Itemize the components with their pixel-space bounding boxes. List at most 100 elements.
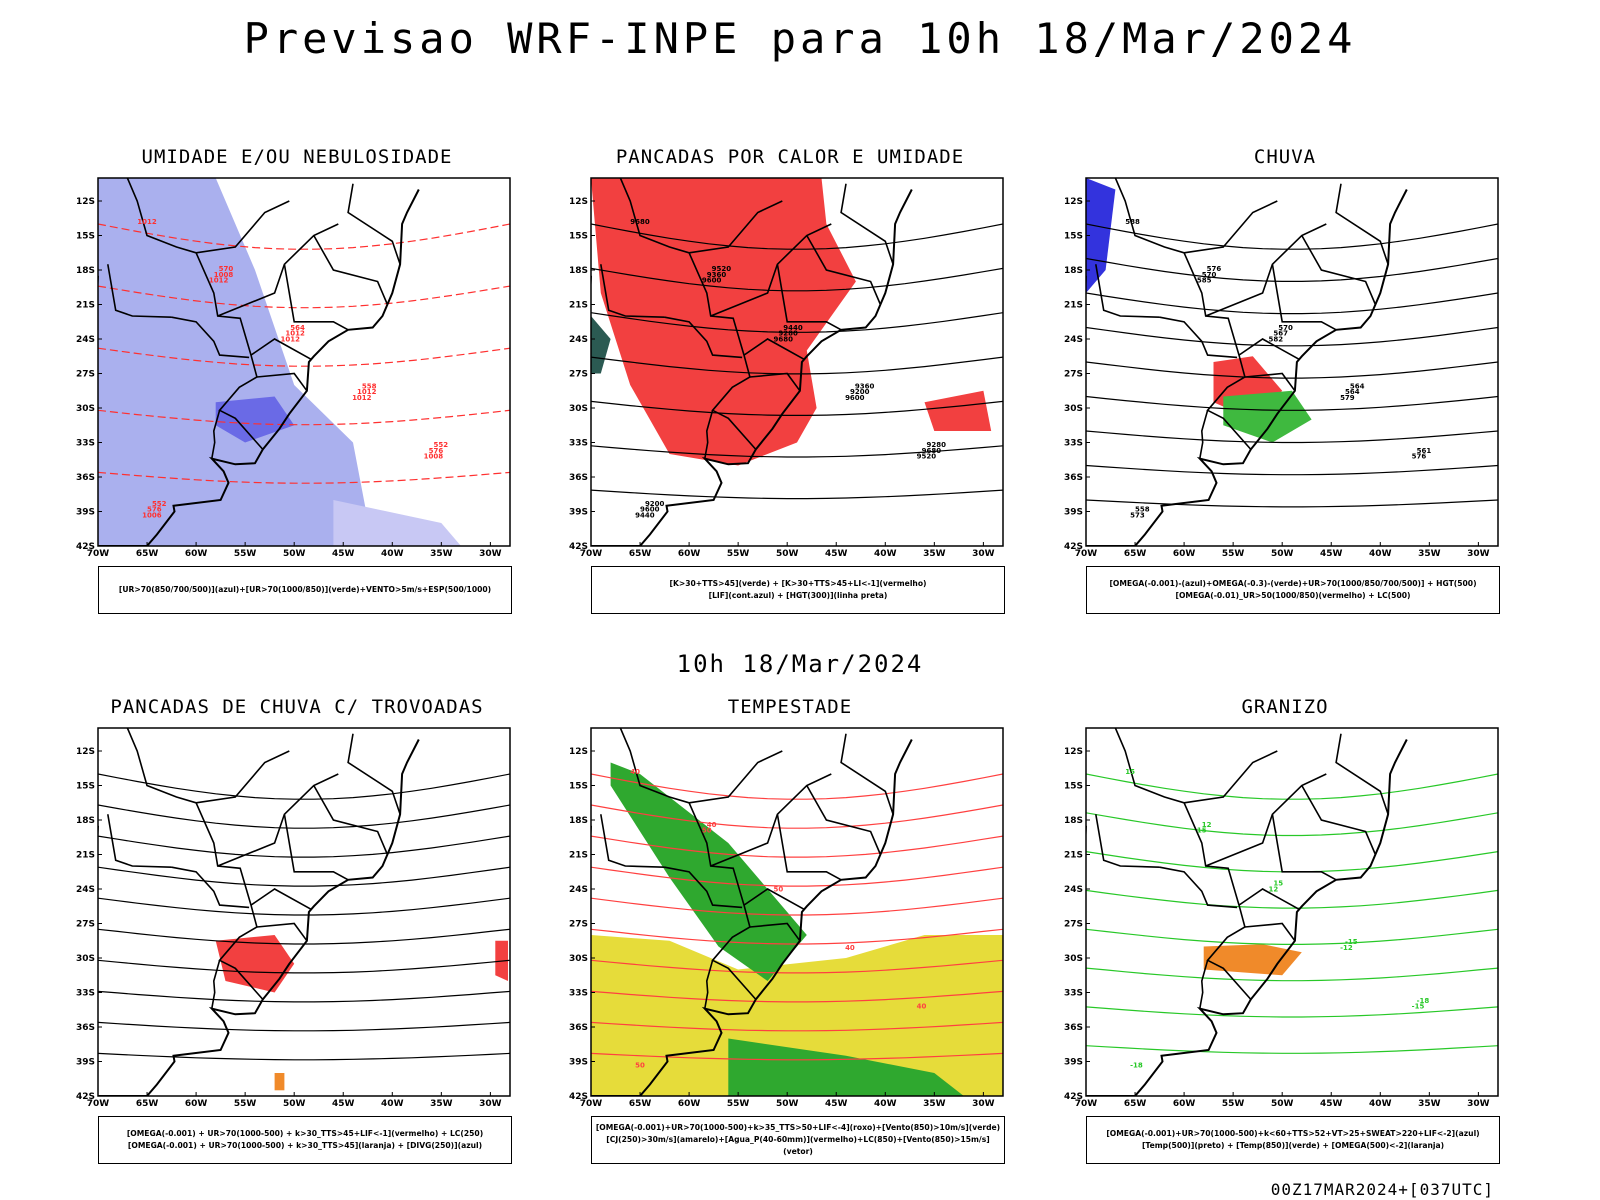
legend-box: [OMEGA(-0.001)-(azul)+OMEGA(-0.3)-(verde… bbox=[1086, 566, 1500, 614]
country-border bbox=[1301, 785, 1377, 855]
country-border bbox=[1114, 178, 1252, 450]
legend-line: [OMEGA(-0.001)+UR>70(1000-500)+k<60+TTS>… bbox=[1106, 1129, 1480, 1138]
contour-line bbox=[1086, 967, 1498, 982]
y-tick-label: 42S bbox=[569, 1092, 588, 1102]
y-tick-label: 33S bbox=[569, 439, 588, 449]
y-tick-label: 33S bbox=[76, 439, 95, 449]
contour-line bbox=[98, 1052, 510, 1061]
y-tick-label: 15S bbox=[76, 782, 95, 792]
main-title: Previsao WRF-INPE para 10h 18/Mar/2024 bbox=[243, 14, 1357, 63]
x-tick-label: 60W bbox=[678, 549, 701, 559]
legend-box: [UR>70(850/700/500)](azul)+[UR>70(1000/8… bbox=[98, 566, 512, 614]
contour-line bbox=[591, 866, 1003, 887]
country-border bbox=[1271, 264, 1337, 331]
x-tick-label: 45W bbox=[1320, 549, 1343, 559]
data-area bbox=[591, 316, 611, 374]
contour-line bbox=[591, 400, 1003, 416]
contour-line bbox=[1086, 889, 1498, 909]
x-tick-label: 45W bbox=[825, 1099, 848, 1109]
contour-line bbox=[1086, 223, 1498, 250]
contour-line bbox=[1086, 361, 1498, 379]
legend-line: [CJ(250)>30m/s](amarelo)+[Agua_P(40-60mm… bbox=[606, 1135, 990, 1156]
contour-line bbox=[1086, 851, 1498, 873]
contour-line bbox=[1086, 1045, 1498, 1054]
y-tick-label: 30S bbox=[76, 954, 95, 964]
country-border bbox=[749, 372, 801, 392]
x-tick-label: 60W bbox=[1173, 1099, 1196, 1109]
contour-line bbox=[98, 347, 510, 367]
map-plot: 151512-12-15-181215-15-1812S15S18S21S24S… bbox=[1064, 727, 1499, 1109]
contour-label: 570 bbox=[1202, 271, 1217, 279]
contour-line bbox=[591, 897, 1003, 916]
x-tick-label: 30W bbox=[972, 1099, 995, 1109]
country-border bbox=[1159, 316, 1238, 359]
contour-label: 564 bbox=[1350, 382, 1365, 390]
y-tick-label: 12S bbox=[569, 747, 588, 757]
map-content: 9680 9600 9680 9600 9520 9440 9360 9280 9200 9680… bbox=[591, 178, 1003, 546]
legend-line: [K>30+TTS>45](verde) + [K>30+TTS>45+LI<-… bbox=[669, 579, 927, 588]
y-tick-label: 42S bbox=[569, 542, 588, 552]
y-tick-label: 24S bbox=[569, 335, 588, 345]
y-tick-label: 27S bbox=[1064, 920, 1083, 930]
y-tick-label: 36S bbox=[569, 473, 588, 483]
country-border bbox=[710, 223, 832, 317]
legend-line: [Temp(500)](preto) + [Temp(850)](verde) … bbox=[1141, 1141, 1445, 1150]
x-tick-label: 45W bbox=[1320, 1099, 1343, 1109]
country-border bbox=[211, 960, 221, 1009]
contour-label: 567 bbox=[1273, 330, 1288, 338]
country-border bbox=[211, 410, 221, 459]
country-border bbox=[776, 814, 842, 881]
contour-label: 552 bbox=[433, 441, 448, 449]
contour-label: 9680 bbox=[773, 335, 793, 343]
data-area bbox=[728, 1038, 964, 1096]
country-border bbox=[840, 733, 894, 815]
contour-label: 585 bbox=[1197, 277, 1212, 285]
x-tick-label: 60W bbox=[185, 549, 208, 559]
x-tick-label: 50W bbox=[283, 549, 306, 559]
x-tick-label: 50W bbox=[283, 1099, 306, 1109]
x-tick-label: 70W bbox=[1075, 549, 1098, 559]
country-border bbox=[704, 960, 714, 1009]
contour-label: -18 bbox=[1130, 1061, 1143, 1069]
y-tick-label: 15S bbox=[569, 232, 588, 242]
map-content bbox=[98, 728, 510, 1096]
country-border bbox=[1335, 733, 1389, 815]
country-border bbox=[619, 178, 757, 450]
country-border bbox=[600, 814, 665, 868]
map-frame bbox=[97, 727, 511, 1097]
contour-line bbox=[1086, 430, 1498, 444]
contour-line bbox=[591, 312, 1003, 333]
y-tick-label: 36S bbox=[76, 1023, 95, 1033]
contour-label: 558 bbox=[1135, 506, 1150, 514]
contour-label: 9600 bbox=[702, 277, 722, 285]
coastline bbox=[591, 189, 913, 546]
country-border bbox=[171, 866, 250, 909]
y-tick-label: 36S bbox=[76, 473, 95, 483]
contour-label: 50 bbox=[635, 1061, 645, 1069]
map-frame bbox=[590, 177, 1004, 547]
contour-line bbox=[591, 445, 1003, 458]
y-tick-label: 39S bbox=[1064, 1058, 1083, 1068]
legend-box: [OMEGA(-0.001)+UR>70(1000-500)+k<60+TTS>… bbox=[1086, 1116, 1500, 1164]
y-tick-label: 12S bbox=[76, 747, 95, 757]
contour-label: 1012 bbox=[137, 218, 157, 226]
y-tick-label: 27S bbox=[569, 370, 588, 380]
y-tick-label: 27S bbox=[76, 370, 95, 380]
country-border bbox=[1205, 773, 1327, 867]
y-tick-label: 21S bbox=[76, 851, 95, 861]
y-tick-label: 18S bbox=[1064, 816, 1083, 826]
x-tick-label: 50W bbox=[776, 1099, 799, 1109]
data-area bbox=[591, 178, 856, 466]
data-area bbox=[1223, 390, 1312, 443]
contour-label: 561 bbox=[1417, 447, 1432, 455]
country-border bbox=[619, 728, 757, 1000]
contour-line bbox=[591, 1052, 1003, 1061]
contour-label: 1008 bbox=[424, 453, 444, 461]
panel-title: TEMPESTADE bbox=[727, 696, 853, 718]
country-border bbox=[107, 264, 172, 318]
contour-label: 40 bbox=[845, 944, 855, 952]
contour-label: 9440 bbox=[783, 324, 803, 332]
contour-label: 1008 bbox=[214, 271, 234, 279]
country-border bbox=[126, 728, 264, 1000]
contour-label: 9600 bbox=[640, 506, 660, 514]
